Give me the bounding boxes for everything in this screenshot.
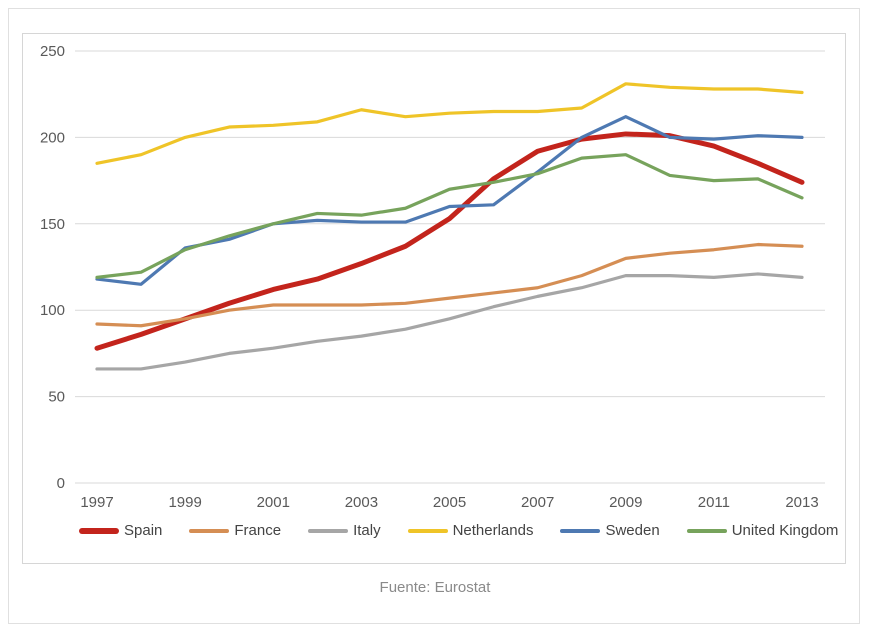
y-tick-label: 200: [40, 129, 65, 146]
legend-item-italy: Italy: [308, 522, 381, 539]
series-line-france: [95, 242, 804, 328]
legend-item-spain: Spain: [79, 522, 162, 539]
y-tick-label: 150: [40, 216, 65, 233]
legend-label-sweden: Sweden: [605, 522, 660, 539]
series-line-united-kingdom: [95, 153, 804, 279]
x-tick-label: 2003: [345, 494, 378, 511]
legend-swatch-spain: [79, 527, 119, 534]
x-tick-label: 2005: [433, 494, 466, 511]
series-line-sweden: [95, 115, 804, 286]
series-line-italy: [95, 272, 804, 371]
legend-swatch-netherlands: [407, 528, 448, 533]
x-tick-label: 2007: [521, 494, 554, 511]
y-tick-label: 100: [40, 302, 65, 319]
legend-swatch-france: [189, 528, 230, 533]
legend-swatch-sweden: [560, 528, 601, 533]
x-tick-label: 2001: [257, 494, 290, 511]
legend-label-netherlands: Netherlands: [452, 522, 534, 539]
x-tick-label: 1997: [80, 494, 113, 511]
content-frame: 0 50 100 150 200 250 1997 1999 2001 2003 2005 2007 2…: [8, 8, 860, 624]
y-tick-label: 250: [40, 43, 65, 60]
legend-item-netherlands: Netherlands: [407, 522, 534, 539]
legend-swatch-united-kingdom: [686, 528, 727, 533]
y-tick-label: 0: [57, 475, 65, 492]
chart-legend: Spain France Italy Netherlands Sweden United …: [23, 522, 845, 539]
x-tick-label: 2013: [785, 494, 818, 511]
chart-panel: 0 50 100 150 200 250 1997 1999 2001 2003 2005 2007 2…: [22, 33, 846, 564]
x-tick-label: 1999: [168, 494, 201, 511]
x-tick-label: 2011: [698, 494, 730, 511]
source-caption: Fuente: Eurostat: [379, 579, 491, 596]
legend-item-france: France: [189, 522, 281, 539]
legend-swatch-italy: [308, 528, 349, 533]
x-tick-label: 2009: [609, 494, 642, 511]
line-chart: 0 50 100 150 200 250 1997 1999 2001 2003 2005 2007 2…: [40, 43, 825, 511]
legend-item-united-kingdom: United Kingdom: [686, 522, 839, 539]
legend-label-france: France: [234, 522, 282, 539]
legend-label-italy: Italy: [353, 522, 381, 539]
legend-label-united-kingdom: United Kingdom: [731, 522, 839, 539]
legend-label-spain: Spain: [124, 522, 163, 539]
y-tick-label: 50: [48, 389, 65, 406]
legend-item-sweden: Sweden: [560, 522, 660, 539]
series-line-netherlands: [95, 82, 804, 165]
